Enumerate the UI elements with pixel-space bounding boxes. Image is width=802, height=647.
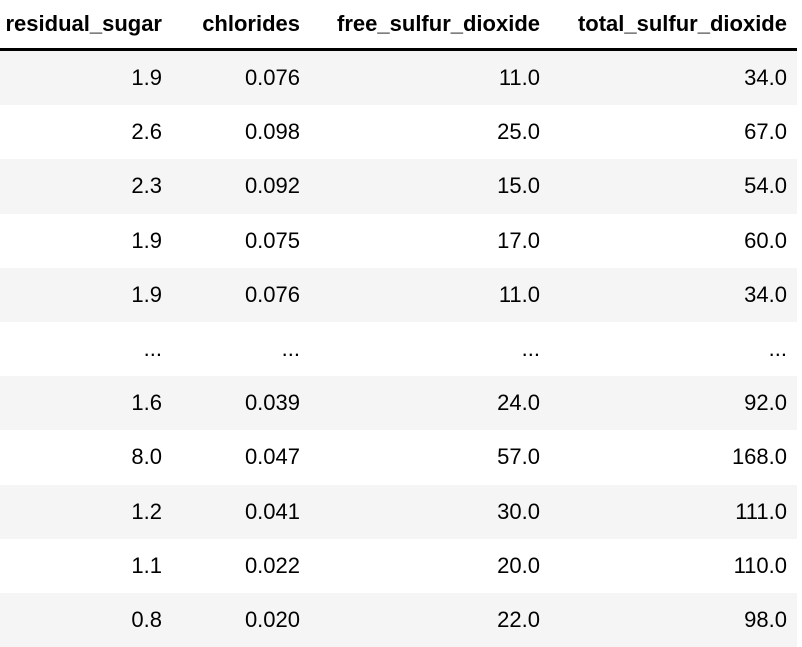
cell: 8.0	[0, 430, 172, 484]
header-row: residual_sugar chlorides free_sulfur_dio…	[0, 0, 797, 50]
cell: ...	[0, 322, 172, 376]
table-row: 1.9 0.076 11.0 34.0	[0, 268, 797, 322]
column-header-chlorides: chlorides	[172, 0, 310, 50]
cell: ...	[310, 322, 550, 376]
cell: 0.8	[0, 593, 172, 647]
cell: 0.020	[172, 593, 310, 647]
table-row: 8.0 0.047 57.0 168.0	[0, 430, 797, 484]
table-header: residual_sugar chlorides free_sulfur_dio…	[0, 0, 797, 50]
cell: 67.0	[550, 105, 797, 159]
cell: 1.9	[0, 214, 172, 268]
table-row: 0.8 0.020 22.0 98.0	[0, 593, 797, 647]
cell: 0.076	[172, 50, 310, 106]
cell: 30.0	[310, 485, 550, 539]
cell: 0.041	[172, 485, 310, 539]
cell: 0.039	[172, 376, 310, 430]
cell: 54.0	[550, 159, 797, 213]
cell: 2.6	[0, 105, 172, 159]
cell: 0.047	[172, 430, 310, 484]
cell: 0.075	[172, 214, 310, 268]
column-header-residual-sugar: residual_sugar	[0, 0, 172, 50]
cell: 1.1	[0, 539, 172, 593]
cell: 168.0	[550, 430, 797, 484]
table-row: 1.1 0.022 20.0 110.0	[0, 539, 797, 593]
cell: 60.0	[550, 214, 797, 268]
cell: 0.076	[172, 268, 310, 322]
cell: 2.3	[0, 159, 172, 213]
table-row: 1.9 0.076 11.0 34.0	[0, 50, 797, 106]
table-row: 1.2 0.041 30.0 111.0	[0, 485, 797, 539]
cell: 22.0	[310, 593, 550, 647]
column-header-total-sulfur-dioxide: total_sulfur_dioxide	[550, 0, 797, 50]
cell: 111.0	[550, 485, 797, 539]
cell: 57.0	[310, 430, 550, 484]
cell: 15.0	[310, 159, 550, 213]
cell: 1.6	[0, 376, 172, 430]
cell: 34.0	[550, 268, 797, 322]
table-row: 2.3 0.092 15.0 54.0	[0, 159, 797, 213]
cell: 20.0	[310, 539, 550, 593]
cell: 24.0	[310, 376, 550, 430]
cell: 17.0	[310, 214, 550, 268]
cell: 110.0	[550, 539, 797, 593]
cell: 1.9	[0, 50, 172, 106]
cell: 11.0	[310, 50, 550, 106]
cell: 98.0	[550, 593, 797, 647]
cell: 25.0	[310, 105, 550, 159]
cell: ...	[550, 322, 797, 376]
cell: 11.0	[310, 268, 550, 322]
column-header-free-sulfur-dioxide: free_sulfur_dioxide	[310, 0, 550, 50]
cell: 92.0	[550, 376, 797, 430]
table-row-truncation-ellipsis: ... ... ... ...	[0, 322, 797, 376]
table-row: 1.9 0.075 17.0 60.0	[0, 214, 797, 268]
cell: 1.9	[0, 268, 172, 322]
cell: 0.098	[172, 105, 310, 159]
table-row: 2.6 0.098 25.0 67.0	[0, 105, 797, 159]
cell: 0.092	[172, 159, 310, 213]
cell: 0.022	[172, 539, 310, 593]
cell: 34.0	[550, 50, 797, 106]
table-row: 1.6 0.039 24.0 92.0	[0, 376, 797, 430]
cell: ...	[172, 322, 310, 376]
table-body: 1.9 0.076 11.0 34.0 2.6 0.098 25.0 67.0 …	[0, 50, 797, 647]
cell: 1.2	[0, 485, 172, 539]
